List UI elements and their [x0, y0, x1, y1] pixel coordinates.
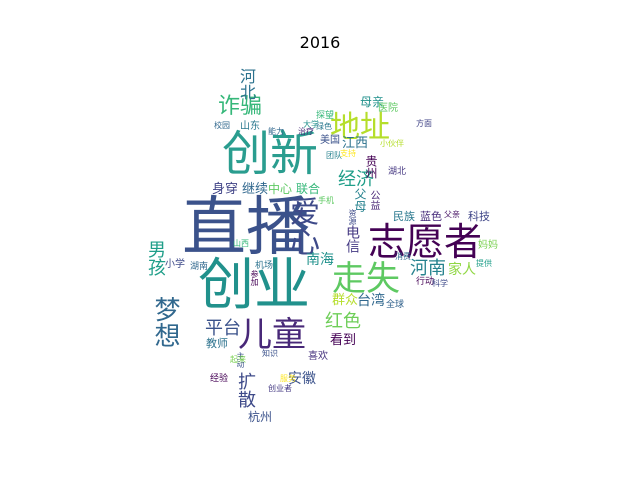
wordcloud-word: 家人	[448, 262, 476, 278]
wordcloud-word: 志愿者	[368, 220, 483, 264]
wordcloud-word: 主动	[236, 352, 245, 368]
wordcloud-word: 创业者	[268, 384, 292, 393]
figure-title: 2016	[299, 33, 341, 52]
wordcloud-word: 红色	[325, 311, 361, 332]
wordcloud-word: 创新	[222, 126, 319, 182]
wordcloud-word: 安徽	[288, 371, 316, 387]
wordcloud-word: 探望	[316, 111, 335, 121]
wordcloud-word: 地址	[330, 110, 390, 145]
wordcloud-word: 台湾	[357, 293, 385, 309]
wordcloud-word: 创业	[198, 253, 310, 318]
wordcloud-word: 医院	[378, 103, 398, 114]
wordcloud-word: 湖北	[388, 167, 407, 177]
wordcloud-word: 科学	[432, 279, 448, 288]
wordcloud-word: 湖南	[190, 262, 209, 272]
wordcloud-word: 手机	[318, 196, 334, 205]
wordcloud-word: 机场	[255, 261, 274, 271]
wordcloud-word: 蓝色	[420, 210, 442, 223]
wordcloud-word: 美国	[320, 135, 340, 146]
wordcloud-word: 消费	[395, 252, 411, 261]
wordcloud-word: 梦想	[150, 296, 180, 348]
wordcloud-word: 南海	[306, 252, 334, 268]
wordcloud-word: 直播	[182, 191, 310, 265]
wordcloud-word: 继续	[242, 182, 269, 197]
wordcloud-word: 治疗	[298, 127, 314, 136]
wordcloud-word: 走失	[332, 259, 400, 299]
wordcloud-word: 参加	[250, 270, 259, 286]
wordcloud-word: 资源	[348, 209, 357, 225]
wordcloud-word: 身穿	[212, 182, 239, 197]
wordcloud-word: 绿色	[316, 122, 332, 131]
wordcloud-word: 全球	[386, 300, 405, 310]
wordcloud-word: 小学	[165, 259, 185, 270]
wordcloud-word: 大学	[303, 120, 319, 129]
wordcloud-word: 经验	[210, 374, 229, 384]
wordcloud-word: 小伙伴	[380, 139, 404, 148]
wordcloud-word: 母亲	[360, 95, 385, 109]
wordcloud-word: 科技	[468, 210, 490, 223]
wordcloud-word: 群众	[332, 293, 359, 308]
wordcloud-word: 校园	[214, 121, 230, 130]
wordcloud-word: 电信	[344, 225, 360, 253]
wordcloud-word: 教师	[206, 337, 228, 350]
wordcloud-word: 经济	[338, 169, 374, 190]
wordcloud-word: 诈骗	[218, 94, 263, 119]
wordcloud-word: 妈妈	[478, 240, 498, 251]
wordcloud-word: 父亲	[444, 210, 460, 219]
wordcloud-word: 起来	[230, 355, 246, 364]
wordcloud-word: 看到	[330, 333, 357, 348]
wordcloud-word: 爱心	[284, 196, 319, 256]
wordcloud-word: 方面	[416, 119, 432, 128]
wordcloud-word: 公益	[368, 190, 379, 210]
wordcloud-word: 平台	[205, 318, 241, 339]
wordcloud-word: 知识	[262, 349, 278, 358]
wordcloud-word: 杭州	[248, 410, 273, 424]
wordcloud-word: 中心	[268, 182, 293, 196]
wordcloud-word: 河南	[410, 258, 446, 279]
wordcloud-word: 山东	[240, 121, 260, 132]
wordcloud-word: 民族	[393, 210, 415, 223]
wordcloud-word: 父母	[353, 188, 367, 212]
wordcloud-word: 支持	[340, 149, 356, 158]
wordcloud-word: 儿童	[238, 315, 306, 355]
wordcloud-word: 提供	[476, 259, 492, 268]
wordcloud-word: 团队	[326, 151, 342, 160]
wordcloud-word: 行动	[416, 277, 435, 287]
wordcloud-word: 能力	[268, 127, 284, 136]
wordcloud-word: 江西	[342, 136, 369, 151]
wordcloud-word: 服务	[280, 374, 296, 383]
wordcloud-word: 贵州	[364, 155, 378, 179]
wordcloud-word: 山西	[233, 239, 249, 248]
wordcloud-word: 河北	[237, 68, 256, 100]
wordcloud-word: 男孩	[145, 240, 166, 276]
wordcloud-word: 扩散	[235, 372, 256, 408]
wordcloud-word: 喜欢	[308, 351, 328, 362]
wordcloud-word: 联合	[296, 182, 321, 196]
